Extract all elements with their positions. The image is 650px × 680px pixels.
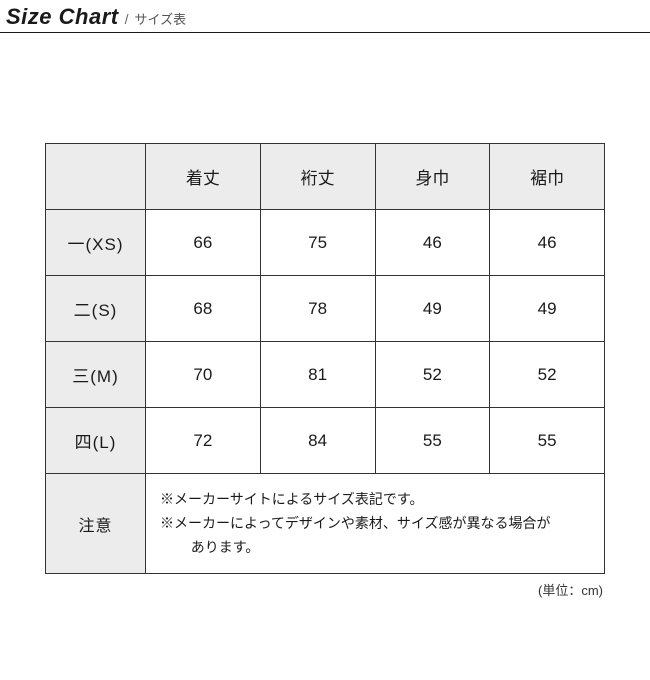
size-chart-container: 着丈 裄丈 身巾 裾巾 一(XS) 66 75 46 46 二(S) 68 78… [0,33,650,599]
row-label: 二(S) [46,276,146,342]
table-row: 三(M) 70 81 52 52 [46,342,605,408]
cell: 70 [146,342,261,408]
col-header: 着丈 [146,144,261,210]
unit-label: (単位：cm) [45,580,605,599]
row-label: 三(M) [46,342,146,408]
cell: 81 [260,342,375,408]
note-text-line: ※メーカーによってデザインや素材、サイズ感が異なる場合が [160,512,596,536]
col-header: 裾巾 [490,144,605,210]
title-separator: / [125,11,129,27]
title-english: Size Chart [6,4,119,30]
table-row: 二(S) 68 78 49 49 [46,276,605,342]
cell: 52 [490,342,605,408]
cell: 68 [146,276,261,342]
row-label: 四(L) [46,408,146,474]
note-cell: ※メーカーサイトによるサイズ表記です。 ※メーカーによってデザインや素材、サイズ… [146,474,605,574]
cell: 55 [375,408,490,474]
page-header: Size Chart / サイズ表 [0,0,650,33]
note-text-line: あります。 [160,536,596,560]
cell: 46 [375,210,490,276]
row-label: 一(XS) [46,210,146,276]
cell: 66 [146,210,261,276]
note-label: 注意 [46,474,146,574]
table-header-row: 着丈 裄丈 身巾 裾巾 [46,144,605,210]
cell: 52 [375,342,490,408]
cell: 84 [260,408,375,474]
cell: 78 [260,276,375,342]
title-japanese: サイズ表 [134,9,186,28]
cell: 49 [490,276,605,342]
table-row: 一(XS) 66 75 46 46 [46,210,605,276]
cell: 49 [375,276,490,342]
col-header: 裄丈 [260,144,375,210]
col-header: 身巾 [375,144,490,210]
table-row: 四(L) 72 84 55 55 [46,408,605,474]
cell: 55 [490,408,605,474]
note-text-line: ※メーカーサイトによるサイズ表記です。 [160,488,596,512]
size-chart-table: 着丈 裄丈 身巾 裾巾 一(XS) 66 75 46 46 二(S) 68 78… [45,143,605,574]
cell: 46 [490,210,605,276]
cell: 75 [260,210,375,276]
cell: 72 [146,408,261,474]
note-row: 注意 ※メーカーサイトによるサイズ表記です。 ※メーカーによってデザインや素材、… [46,474,605,574]
corner-cell [46,144,146,210]
